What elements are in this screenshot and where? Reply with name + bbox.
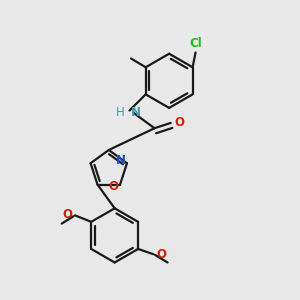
Text: O: O — [109, 180, 118, 193]
Text: O: O — [174, 116, 184, 128]
Text: O: O — [62, 208, 72, 221]
Text: N: N — [131, 106, 141, 118]
Text: H: H — [116, 106, 124, 118]
Text: N: N — [116, 154, 125, 167]
Text: Cl: Cl — [189, 37, 202, 50]
Text: O: O — [156, 248, 167, 261]
